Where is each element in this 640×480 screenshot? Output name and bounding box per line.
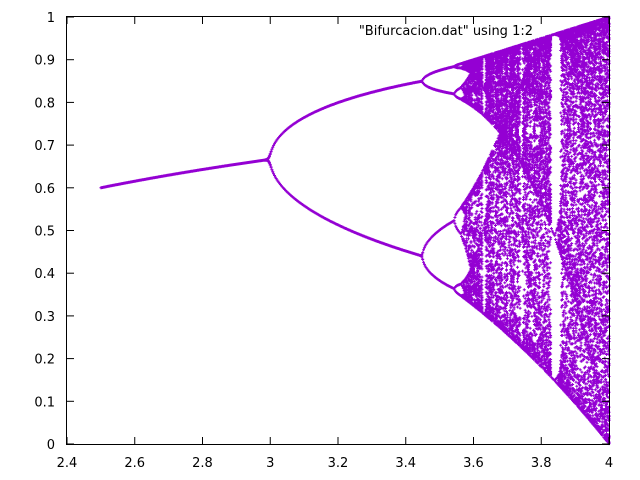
y-tick-label: 0.3 xyxy=(34,310,55,325)
y-tick-label: 0.8 xyxy=(34,96,55,111)
x-tick-label: 3.2 xyxy=(328,456,349,471)
y-tick-label: 0 xyxy=(47,438,55,453)
y-tick-label: 0.2 xyxy=(34,353,55,368)
x-tick-label: 3.4 xyxy=(395,456,416,471)
y-tick-label: 0.5 xyxy=(34,225,55,240)
y-tick-label: 0.4 xyxy=(34,267,55,282)
x-tick-label: 3 xyxy=(266,456,274,471)
plot-area xyxy=(99,15,611,446)
x-tick-label: 3.8 xyxy=(531,456,552,471)
x-tick-label: 2.6 xyxy=(124,456,145,471)
x-tick-label: 2.8 xyxy=(192,456,213,471)
y-tick-label: 0.7 xyxy=(34,139,55,154)
y-tick-label: 0.6 xyxy=(34,182,55,197)
x-axis: 2.4 2.6 2.8 3 3.2 3.4 3.6 3.8 4 xyxy=(57,17,613,471)
legend-label: "Bifurcacion.dat" using 1:2 xyxy=(359,24,533,39)
y-tick-label: 0.1 xyxy=(34,395,55,410)
y-axis: 0 0.1 0.2 0.3 0.4 0.5 0.6 0.7 0.8 0.9 1 xyxy=(34,11,609,453)
x-tick-label: 2.4 xyxy=(57,456,78,471)
y-tick-label: 1 xyxy=(47,11,55,26)
y-tick-label: 0.9 xyxy=(34,54,55,69)
x-tick-label: 4 xyxy=(605,456,613,471)
bifurcation-points xyxy=(99,15,611,446)
x-tick-label: 3.6 xyxy=(463,456,484,471)
legend: "Bifurcacion.dat" using 1:2 xyxy=(359,24,533,39)
plot-frame xyxy=(66,16,610,445)
